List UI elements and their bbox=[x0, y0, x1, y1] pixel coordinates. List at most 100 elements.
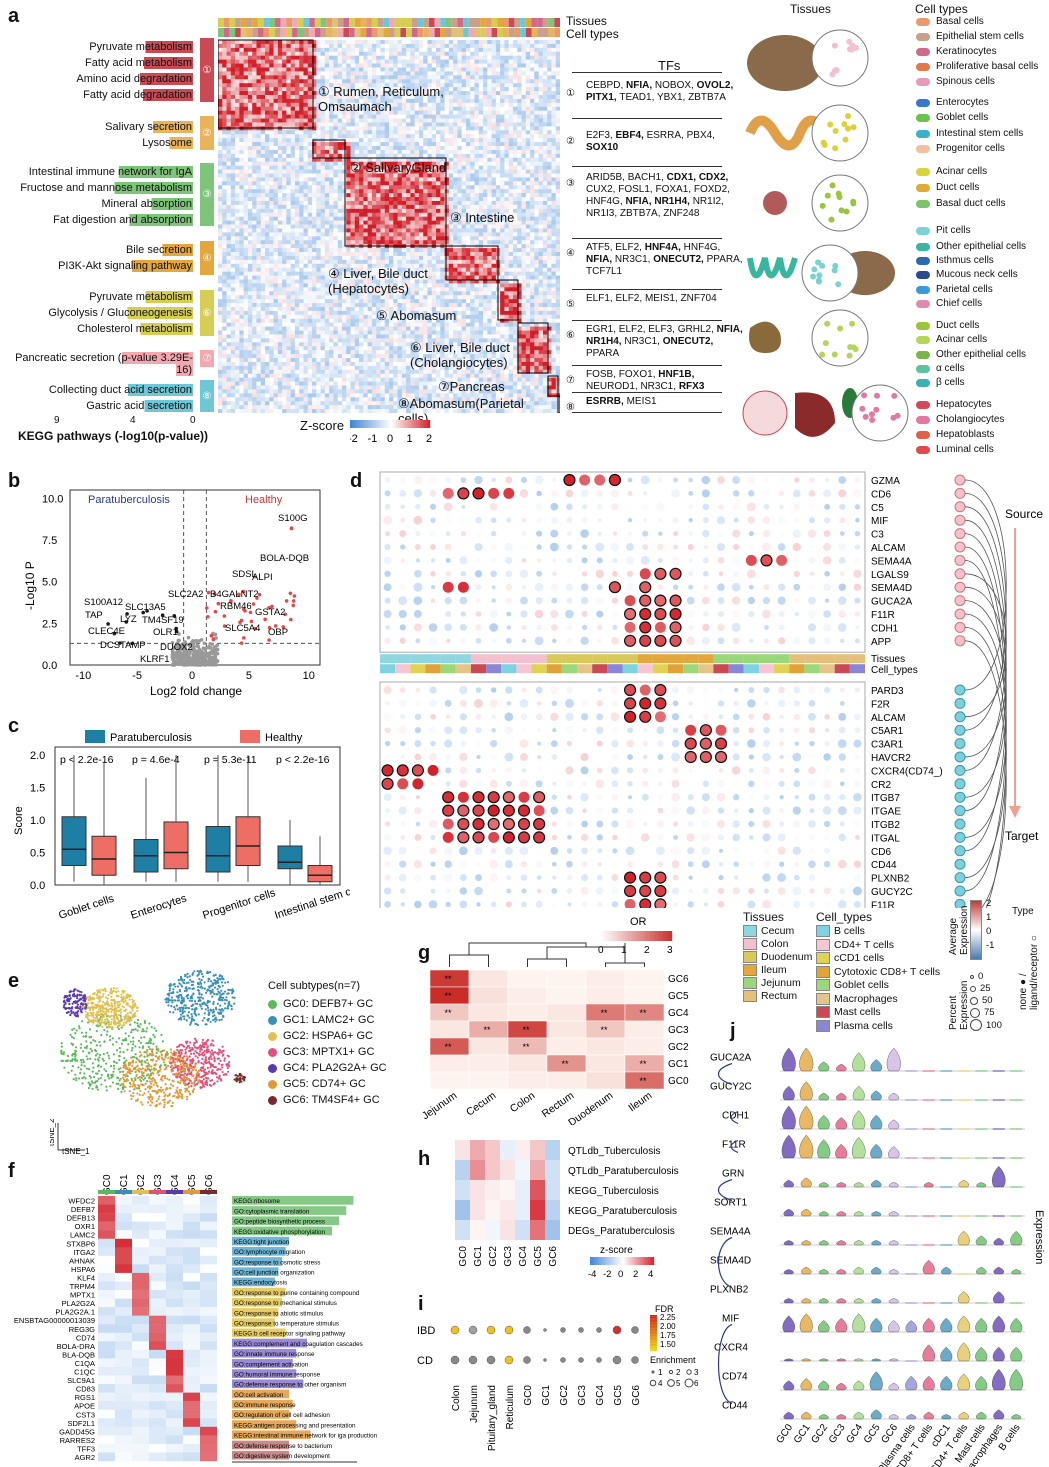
heatmap-cell bbox=[260, 263, 266, 269]
heatmap-cell bbox=[504, 146, 509, 151]
heatmap-cell bbox=[470, 157, 475, 163]
heatmap-cell bbox=[329, 259, 334, 265]
heatmap-cell bbox=[312, 102, 317, 108]
heatmap-cell bbox=[389, 189, 394, 194]
heatmap-cell bbox=[243, 87, 249, 92]
heatmap-cell bbox=[478, 169, 484, 174]
heatmap-cell bbox=[367, 146, 373, 151]
heatmap-cell bbox=[299, 267, 304, 272]
heatmap-cell bbox=[290, 275, 296, 280]
heatmap-cell bbox=[367, 161, 373, 166]
heatmap-cell bbox=[307, 275, 313, 280]
heatmap-cell bbox=[474, 259, 480, 265]
heatmap-cell bbox=[423, 55, 428, 60]
heatmap-cell bbox=[406, 102, 411, 108]
heatmap-cell bbox=[329, 71, 334, 76]
heatmap-cell bbox=[359, 169, 364, 174]
heatmap-cell bbox=[363, 200, 368, 206]
heatmap-cell bbox=[504, 122, 509, 127]
heatmap-cell bbox=[230, 177, 236, 182]
heatmap-cell bbox=[243, 224, 249, 229]
heatmap-cell bbox=[354, 173, 360, 178]
heatmap-cell bbox=[363, 177, 368, 182]
heatmap-cell bbox=[470, 126, 475, 131]
heatmap-cell bbox=[470, 142, 475, 147]
heatmap-cell bbox=[495, 193, 501, 198]
heatmap-cell bbox=[235, 244, 240, 249]
heatmap-cell bbox=[427, 40, 433, 45]
heatmap-cell bbox=[551, 79, 557, 84]
heatmap-cell bbox=[239, 47, 244, 53]
heatmap-cell bbox=[478, 173, 484, 178]
heatmap-cell bbox=[303, 259, 309, 265]
heatmap-cell bbox=[252, 193, 257, 198]
heatmap-cell bbox=[401, 83, 407, 88]
heatmap-cell bbox=[436, 157, 441, 163]
celltype-annotation-cell bbox=[229, 28, 236, 37]
heatmap-cell bbox=[444, 189, 450, 194]
heatmap-cell bbox=[247, 185, 253, 190]
heatmap-cell bbox=[247, 110, 253, 115]
heatmap-cell bbox=[414, 181, 420, 186]
tissue-annotation-cell bbox=[252, 18, 258, 27]
heatmap-cell bbox=[542, 149, 548, 155]
heatmap-cell bbox=[286, 240, 291, 245]
heatmap-cell bbox=[282, 149, 287, 155]
heatmap-cell bbox=[265, 47, 270, 53]
heatmap-cell bbox=[461, 98, 467, 104]
heatmap-cell bbox=[256, 275, 262, 280]
heatmap-cell bbox=[354, 79, 360, 84]
heatmap-cell bbox=[376, 224, 381, 229]
heatmap-cell bbox=[508, 236, 514, 241]
heatmap-cell bbox=[307, 114, 313, 119]
heatmap-cell bbox=[384, 240, 390, 245]
heatmap-cell bbox=[243, 181, 249, 186]
tissue-annotation-cell bbox=[474, 18, 481, 27]
heatmap-cell bbox=[363, 138, 368, 143]
heatmap-cell bbox=[414, 197, 420, 202]
heatmap-cell bbox=[397, 185, 403, 190]
heatmap-cell bbox=[504, 255, 509, 261]
tissue-annotation-cell bbox=[531, 18, 538, 27]
heatmap-cell bbox=[555, 173, 560, 178]
heatmap-cell bbox=[286, 212, 291, 217]
heatmap-cell bbox=[346, 224, 351, 229]
heatmap-cell bbox=[483, 149, 488, 155]
heatmap-cell bbox=[534, 55, 539, 60]
heatmap-cell bbox=[406, 267, 411, 272]
heatmap-cell bbox=[410, 83, 415, 88]
heatmap-cell bbox=[453, 47, 458, 53]
kegg-pathway-row: Gastric acid secretion bbox=[0, 400, 193, 412]
heatmap-cell bbox=[521, 130, 527, 135]
heatmap-cell bbox=[239, 236, 244, 241]
heatmap-cell bbox=[247, 91, 253, 96]
heatmap-cell bbox=[495, 200, 501, 206]
heatmap-cell bbox=[487, 153, 492, 159]
heatmap-cell bbox=[542, 212, 548, 217]
heatmap-cell bbox=[397, 236, 403, 241]
heatmap-cell bbox=[414, 259, 420, 265]
heatmap-cell bbox=[483, 185, 488, 190]
heatmap-cell bbox=[410, 106, 415, 111]
heatmap-cell bbox=[371, 181, 377, 186]
heatmap-cell bbox=[397, 43, 403, 49]
heatmap-cell bbox=[534, 146, 539, 151]
heatmap-cell bbox=[517, 153, 522, 159]
heatmap-cell bbox=[260, 259, 266, 265]
heatmap-cell bbox=[478, 55, 484, 60]
heatmap-cell bbox=[495, 138, 501, 143]
heatmap-cell bbox=[367, 208, 373, 214]
heatmap-cell bbox=[401, 212, 407, 217]
heatmap-cell bbox=[440, 142, 445, 147]
heatmap-cell bbox=[273, 153, 279, 159]
heatmap-cell bbox=[226, 204, 232, 210]
heatmap-cell bbox=[538, 244, 544, 249]
heatmap-cell bbox=[508, 169, 514, 174]
heatmap-cell bbox=[239, 193, 244, 198]
heatmap-cell bbox=[337, 83, 343, 88]
heatmap-cell bbox=[551, 134, 557, 139]
heatmap-cell bbox=[530, 263, 535, 269]
heatmap-cell bbox=[363, 142, 368, 147]
heatmap-cell bbox=[371, 134, 377, 139]
heatmap-cell bbox=[260, 181, 266, 186]
